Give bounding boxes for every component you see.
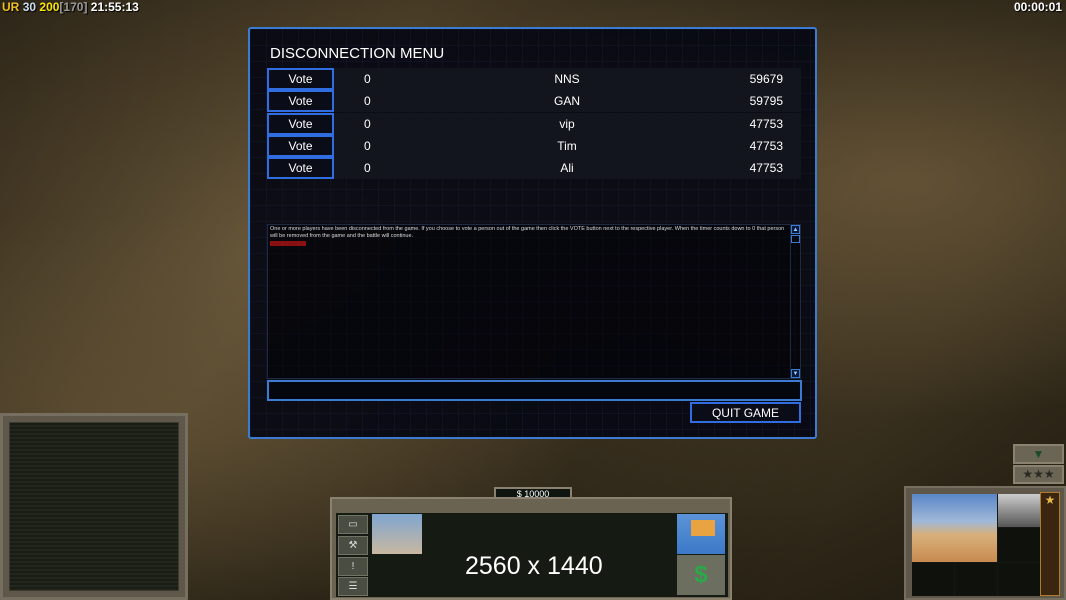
slot[interactable] — [912, 562, 954, 596]
player-row: Vote 0 Tim 47753 — [267, 134, 801, 157]
cash-icon[interactable]: $ — [677, 555, 725, 595]
flag-icon[interactable] — [677, 514, 725, 554]
hud-prefix: UR — [2, 0, 20, 14]
slot[interactable] — [998, 562, 1040, 596]
structure-portrait[interactable] — [912, 494, 997, 562]
options-icon[interactable]: ☰ — [338, 577, 368, 596]
unit-portrait[interactable] — [372, 514, 422, 554]
structure-thumb[interactable] — [998, 494, 1040, 528]
wrench-icon[interactable]: ⚒ — [338, 536, 368, 555]
scrollbar[interactable]: ▲ ▼ — [790, 225, 800, 378]
scroll-down-icon[interactable]: ▼ — [791, 369, 800, 378]
rank-stars-icon[interactable]: ★★★ — [1013, 465, 1064, 484]
player-row: Vote 0 Ali 47753 — [267, 157, 801, 180]
command-bar: ▭ ⚒ ! ☰ $ 2560 x 1440 — [330, 497, 732, 600]
vote-button[interactable]: Vote — [267, 157, 334, 180]
error-line — [270, 241, 306, 246]
hud-clock: 21:55:13 — [90, 0, 139, 14]
right-panel: ★ — [904, 486, 1066, 600]
player-row: Vote 0 NNS 59679 — [267, 68, 801, 90]
hud-value-bracket: [170] — [59, 0, 88, 14]
chat-input[interactable] — [267, 380, 802, 401]
quit-game-button[interactable]: QUIT GAME — [690, 402, 801, 423]
player-name: GAN — [553, 94, 580, 109]
scroll-thumb[interactable] — [791, 235, 800, 243]
left-panel — [0, 413, 188, 600]
vote-button[interactable]: Vote — [267, 90, 334, 113]
player-row: Vote 0 GAN 59795 — [267, 90, 801, 113]
player-name: vip — [559, 116, 575, 131]
player-row: Vote 0 vip 47753 — [267, 112, 801, 135]
player-ping: 47753 — [749, 138, 783, 153]
hud-status: UR 30 200[170] 21:55:13 — [2, 0, 139, 14]
hud-value: 200 — [39, 0, 60, 14]
disconnection-dialog: DISCONNECTION MENU Vote 0 NNS 59679 Vote … — [248, 27, 817, 439]
message-box: One or more players have been disconnect… — [267, 224, 801, 379]
vote-count: 0 — [364, 138, 371, 153]
alert-icon[interactable]: ! — [338, 557, 368, 576]
message-text: One or more players have been disconnect… — [270, 226, 785, 246]
vote-count: 0 — [364, 72, 371, 86]
build-queue — [912, 494, 1040, 596]
vote-count: 0 — [364, 94, 371, 109]
vote-button[interactable]: Vote — [267, 112, 334, 135]
game-timer: 00:00:01 — [1013, 0, 1062, 14]
player-ping: 59679 — [749, 72, 783, 86]
slot[interactable] — [998, 528, 1040, 562]
vote-button[interactable]: Vote — [267, 134, 334, 157]
vote-count: 0 — [364, 116, 371, 131]
player-ping: 47753 — [749, 116, 783, 131]
vote-count: 0 — [364, 161, 371, 176]
general-star-icon[interactable]: ★ — [1040, 492, 1060, 596]
player-name: Ali — [560, 161, 574, 176]
player-ping: 59795 — [749, 94, 783, 109]
dialog-title: DISCONNECTION MENU — [270, 45, 445, 62]
resolution-label: 2560 x 1440 — [465, 552, 603, 580]
collapse-arrow-icon[interactable]: ▼ — [1013, 444, 1064, 464]
player-name: Tim — [557, 138, 577, 153]
player-name: NNS — [554, 72, 580, 86]
select-icon[interactable]: ▭ — [338, 515, 368, 534]
vote-button[interactable]: Vote — [267, 68, 334, 90]
hud-fps: 30 — [22, 0, 37, 14]
radar-screen[interactable] — [9, 422, 179, 591]
scroll-up-icon[interactable]: ▲ — [791, 225, 800, 234]
player-ping: 47753 — [749, 161, 783, 176]
slot[interactable] — [955, 562, 997, 596]
